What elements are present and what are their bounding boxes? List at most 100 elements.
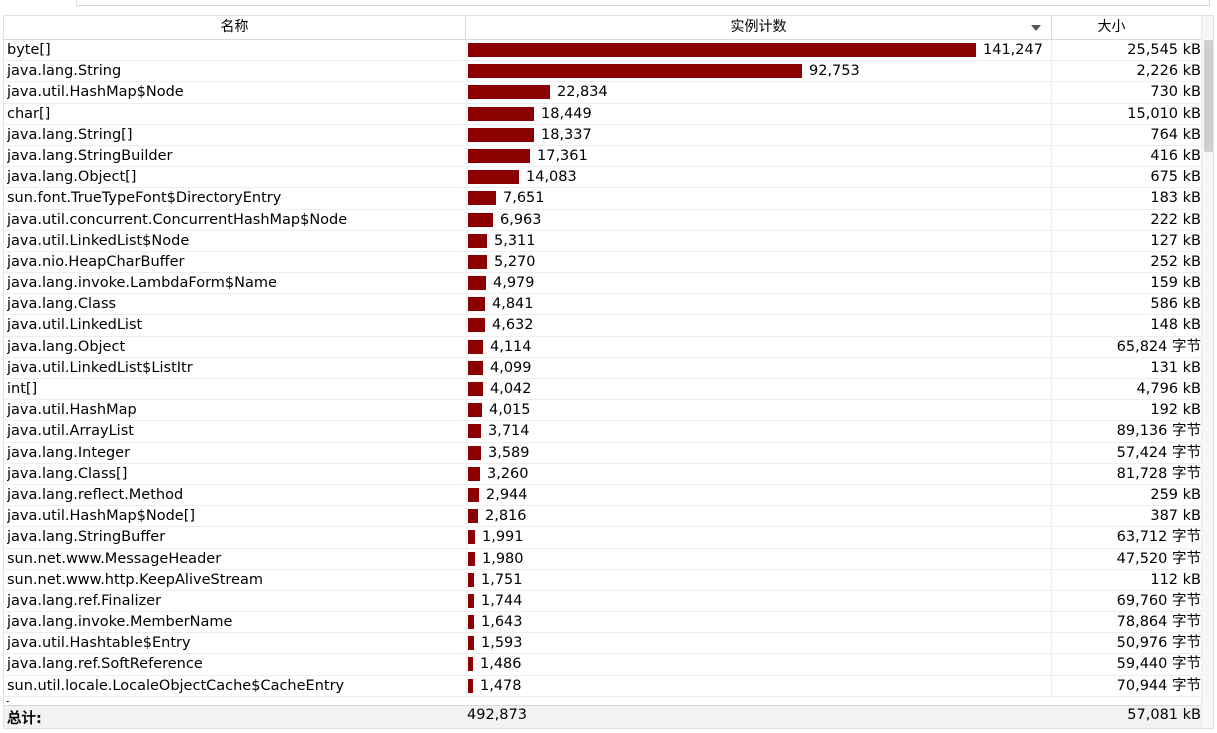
size-cell: 25,545 kB [1127,42,1201,58]
class-name-cell: java.lang.Class[] [7,465,128,482]
instance-count-cell: 1,751 [466,569,1052,590]
table-footer-totals: 总计: 492,873 57,081 kB [4,705,1201,728]
table-row[interactable]: java.lang.Integer 3,589 57,424 字节 [4,442,1201,464]
instance-count-bar [468,509,478,524]
table-header: 名称 实例计数 大小 [4,16,1201,40]
size-cell: 112 kB [1150,571,1201,588]
size-cell: 764 kB [1150,126,1201,143]
class-name-cell: java.lang.Integer [7,444,131,461]
table-row[interactable]: java.lang.ref.SoftReference 1,486 59,440 字… [4,654,1201,676]
table-row[interactable]: java.util.HashMap$Node[] 2,816 387 kB [4,506,1201,528]
filter-field[interactable] [76,0,1210,6]
instance-count-bar [468,466,480,481]
size-cell: 252 kB [1150,253,1201,270]
table-row[interactable]: java.util.ArrayList 3,714 89,136 字节 [4,421,1201,443]
instance-count-bar [468,551,475,566]
class-name-cell: java.util.LinkedList [7,317,143,334]
size-cell: 81,728 字节 [1116,465,1201,482]
column-header-instance-count[interactable]: 实例计数 [466,16,1052,39]
instance-count-cell: 1,593 [466,633,1052,654]
table-row[interactable]: java.util.LinkedList$ListItr 4,099 131 kB [4,357,1201,379]
table-row[interactable]: java.util.LinkedList 4,632 148 kB [4,315,1201,337]
class-name-cell: sun.net.www.http.KeepAliveStream [7,571,263,588]
size-cell: 387 kB [1150,508,1201,525]
size-cell: 159 kB [1150,275,1201,292]
column-header-name[interactable]: 名称 [4,16,466,39]
instance-count-cell: 1,744 [466,590,1052,612]
class-name-cell: java.util.HashMap$Node[] [7,508,196,525]
instance-count-value: 3,260 [487,465,529,482]
table-row[interactable]: sun.util.locale.LocaleObjectCache$CacheE… [4,675,1201,697]
size-cell: 57,424 字节 [1116,444,1201,461]
sort-descending-icon[interactable] [1031,25,1041,31]
instance-count-cell: 4,841 [466,294,1052,315]
table-row[interactable]: java.lang.StringBuilder 17,361 416 kB [4,145,1201,168]
size-cell: 416 kB [1150,147,1201,164]
table-row[interactable]: char[] 18,449 15,010 kB [4,103,1201,125]
scrollbar-thumb[interactable] [1204,40,1213,152]
total-instance-count: 492,873 [467,707,527,723]
instance-count-value: 4,042 [490,381,532,397]
instance-count-bar [468,657,473,672]
instance-count-value: 4,841 [492,296,534,313]
total-label: 总计: [7,711,42,727]
size-cell: 131 kB [1150,359,1201,376]
instance-count-value: 1,478 [480,677,522,694]
class-name-cell: java.util.HashMap$Node [7,84,184,101]
table-row[interactable]: java.util.HashMap$Node 22,834 730 kB [4,82,1201,104]
table-body: byte[] 141,247 25,545 kB java.lang.String 92… [4,40,1201,705]
instance-count-bar [468,106,534,121]
size-cell: 89,136 字节 [1116,423,1201,440]
instance-count-value: 18,337 [541,126,592,143]
instance-count-value: 4,099 [490,359,532,376]
class-name-cell: int[] [7,381,38,397]
size-cell: 50,976 字节 [1116,635,1201,652]
table-row[interactable]: java.lang.StringBuffer 1,991 63,712 字节 [4,527,1201,549]
class-name-cell: java.lang.reflect.Method [7,486,184,503]
table-row[interactable]: java.lang.reflect.Method 2,944 259 kB [4,484,1201,507]
class-name-cell: sun.font.TrueTypeFont$DirectoryEntry [7,190,282,207]
table-row[interactable]: java.lang.String 92,753 2,226 kB [4,61,1201,83]
instance-count-value: 4,979 [493,275,535,292]
instance-count-bar [468,85,550,100]
instance-count-cell: 18,449 [466,103,1052,124]
instance-count-cell: 5,311 [466,230,1052,251]
table-row[interactable]: java.lang.ref.Finalizer 1,744 69,760 字节 [4,590,1201,613]
table-row[interactable]: java.nio.HeapCharBuffer 5,270 252 kB [4,251,1201,274]
size-cell: 70,944 字节 [1116,677,1201,694]
instance-count-value: 22,834 [557,84,608,101]
table-row[interactable]: java.lang.invoke.LambdaForm$Name 4,979 159… [4,273,1201,295]
table-row[interactable]: java.util.LinkedList$Node 5,311 127 kB [4,230,1201,252]
table-row[interactable]: java.lang.Class 4,841 586 kB [4,294,1201,316]
size-cell: 192 kB [1150,402,1201,419]
instance-count-bar [468,572,474,587]
table-row[interactable]: java.util.HashMap 4,015 192 kB [4,400,1201,422]
table-row[interactable]: java.util.concurrent.ConcurrentHashMap$N… [4,209,1201,231]
class-name-cell: sun.util.locale.LocaleObjectCache$CacheE… [7,677,345,694]
table-row[interactable]: sun.font.TrueTypeFont$DirectoryEntry 7,65… [4,188,1201,210]
instance-count-cell: 4,099 [466,357,1052,378]
table-row[interactable]: int[] 4,042 4,796 kB [4,379,1201,401]
column-header-size[interactable]: 大小 [1097,19,1126,35]
table-row[interactable]: java.util.Hashtable$Entry 1,593 50,976 字节 [4,633,1201,655]
instance-count-bar [468,339,483,354]
instance-count-value: 5,311 [494,232,536,249]
instance-count-bar [468,593,474,608]
instance-count-cell: 1,980 [466,548,1052,569]
table-row[interactable]: java.lang.Object 4,114 65,824 字节 [4,336,1201,358]
instance-count-value: 4,015 [489,402,531,419]
table-row[interactable]: java.lang.invoke.MemberName 1,643 78,864 字… [4,612,1201,634]
class-name-cell: java.util.LinkedList$ListItr [7,359,193,376]
instance-count-bar [468,43,976,57]
vertical-scrollbar[interactable] [1201,16,1213,728]
table-row[interactable]: java.lang.String[] 18,337 764 kB [4,124,1201,146]
table-row[interactable]: byte[] 141,247 25,545 kB [4,40,1201,62]
size-cell: 2,226 kB [1136,63,1201,80]
table-row[interactable]: sun.net.www.http.KeepAliveStream 1,751 112… [4,569,1201,591]
instance-count-value: 1,751 [481,571,523,588]
size-cell: 730 kB [1150,84,1201,101]
table-row[interactable]: sun.net.www.MessageHeader 1,980 47,520 字节 [4,548,1201,570]
table-row[interactable]: java.lang.Object[] 14,083 675 kB [4,167,1201,189]
table-row[interactable]: java.lang.Class[] 3,260 81,728 字节 [4,463,1201,485]
